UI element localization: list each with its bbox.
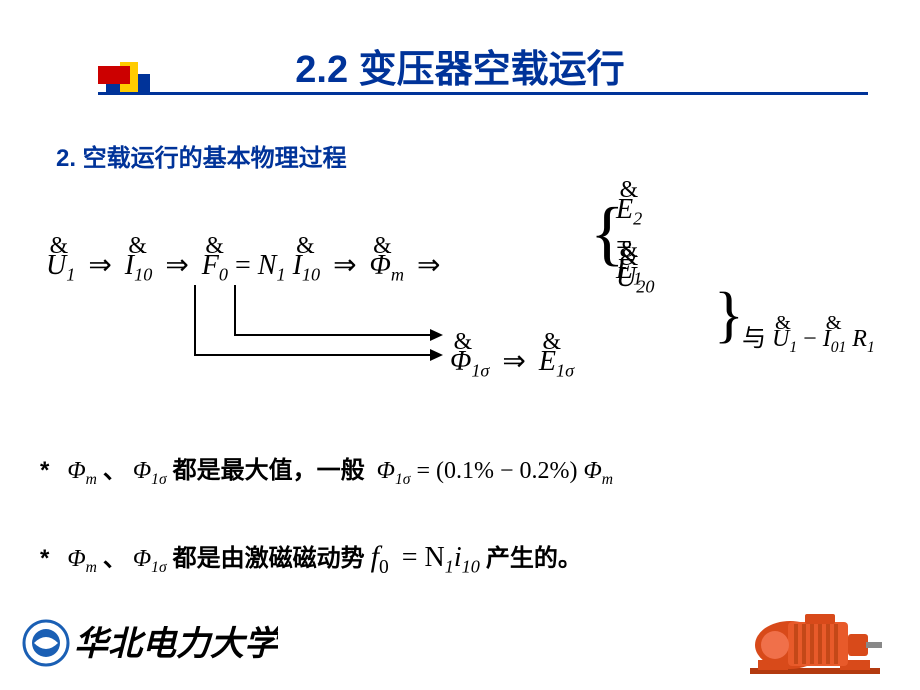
note1-phi1s: Φ1σ bbox=[133, 458, 167, 484]
university-name: 华北电力大学 bbox=[74, 625, 278, 663]
formula-flow: U1 ⇒ I10 ⇒ F0 = N1 I10 ⇒ Φm ⇒ bbox=[46, 248, 446, 286]
note1-star: * bbox=[40, 457, 49, 484]
note1-text1: 都是最大值，一般 bbox=[173, 457, 365, 484]
slide-title: 2.2 变压器空载运行 bbox=[295, 49, 624, 91]
note2-f0: f0 bbox=[371, 540, 389, 573]
university-logo: 华北电力大学 bbox=[18, 613, 278, 678]
note1-eq-mid: = (0.1% − 0.2%) bbox=[416, 458, 577, 484]
flow-arrow-path bbox=[185, 275, 445, 365]
right-equation: 与 U1 − I01 R1 bbox=[742, 318, 875, 357]
sym-f0: F bbox=[202, 250, 219, 281]
note2-star: * bbox=[40, 545, 49, 572]
note2-phim: Φm bbox=[67, 546, 97, 572]
note1-eq-rhs: Φm bbox=[584, 458, 614, 484]
note2-phi1s: Φ1σ bbox=[133, 546, 167, 572]
note1-eq-lhs: Φ1σ bbox=[377, 458, 411, 484]
note2-eq: = N1i10 bbox=[395, 542, 480, 573]
brace-e1: E1 bbox=[616, 254, 642, 290]
note1-phim: Φm bbox=[67, 458, 97, 484]
sym-phim: Φ bbox=[370, 250, 391, 281]
note-1: * Φm 、 Φ1σ 都是最大值，一般 Φ1σ = (0.1% − 0.2%) … bbox=[40, 450, 613, 489]
right-brace: } bbox=[714, 280, 744, 351]
title-underline bbox=[98, 92, 868, 95]
note2-text1: 都是由激磁磁动势 bbox=[173, 545, 365, 572]
motor-icon bbox=[740, 610, 890, 680]
sym-phi1sigma: Φ bbox=[450, 346, 471, 377]
sym-i10: I bbox=[125, 250, 134, 281]
note2-text2: 产生的。 bbox=[486, 545, 582, 572]
sym-e1sigma: E bbox=[539, 346, 556, 377]
sigma-flow: Φ1σ ⇒ E1σ bbox=[450, 344, 574, 382]
sym-n1: N bbox=[258, 250, 277, 281]
subtitle: 2. 空载运行的基本物理过程 bbox=[56, 138, 347, 173]
sym-u1: U bbox=[46, 250, 66, 281]
slide-title-bar: 2.2 变压器空载运行 bbox=[0, 38, 920, 93]
sym-i10b: I bbox=[293, 250, 302, 281]
note-2: * Φm 、 Φ1σ 都是由激磁磁动势 f0 = N1i10 产生的。 bbox=[40, 538, 582, 579]
